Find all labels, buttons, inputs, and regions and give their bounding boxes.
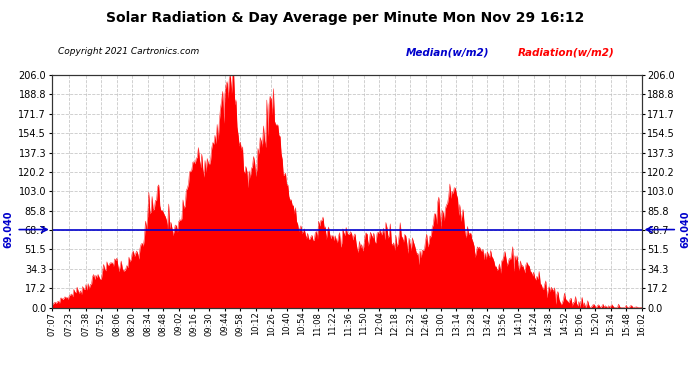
Text: 69.040: 69.040 bbox=[3, 211, 13, 248]
Text: 69.040: 69.040 bbox=[680, 211, 690, 248]
Text: Radiation(w/m2): Radiation(w/m2) bbox=[518, 47, 615, 57]
Text: Median(w/m2): Median(w/m2) bbox=[406, 47, 489, 57]
Text: Solar Radiation & Day Average per Minute Mon Nov 29 16:12: Solar Radiation & Day Average per Minute… bbox=[106, 11, 584, 25]
Text: Copyright 2021 Cartronics.com: Copyright 2021 Cartronics.com bbox=[58, 47, 199, 56]
